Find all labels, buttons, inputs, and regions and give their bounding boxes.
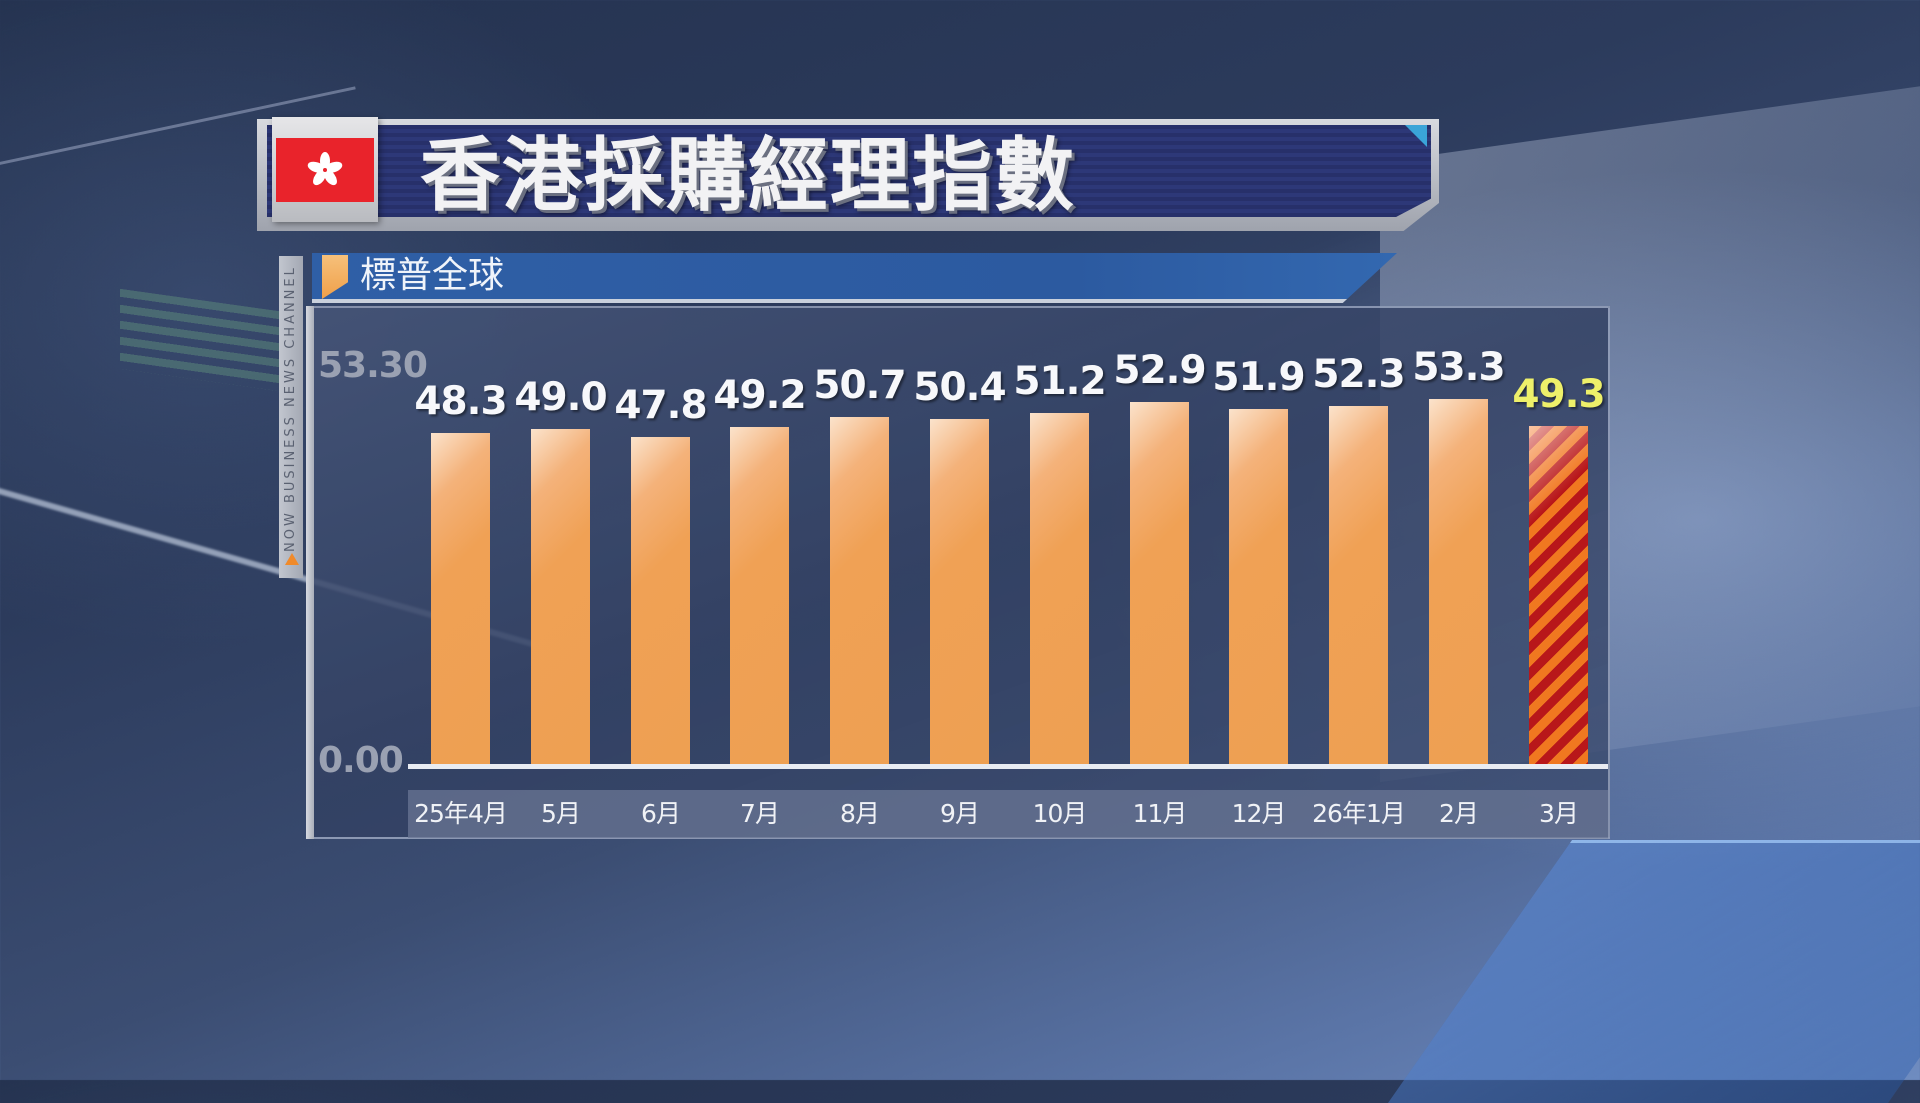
background-green-lines (120, 288, 280, 392)
hong-kong-flag-icon (276, 138, 374, 202)
channel-strip (279, 256, 303, 578)
x-axis-band (408, 790, 1608, 838)
x-tick-label: 2月 (1439, 799, 1479, 828)
bar (531, 429, 590, 765)
triangle-up-icon (285, 553, 299, 565)
bar-value-label: 49.2 (713, 373, 806, 418)
bar (1130, 402, 1189, 765)
bar (431, 433, 490, 765)
bar-value-label: 49.0 (514, 375, 607, 420)
y-tick-max: 53.30 (318, 345, 428, 386)
bar (631, 437, 690, 765)
bar (730, 427, 789, 765)
x-tick-label: 9月 (940, 799, 980, 828)
bar (1030, 413, 1089, 765)
x-tick-label: 5月 (541, 799, 581, 828)
bar-value-label: 49.3 (1512, 372, 1605, 417)
bar-value-label: 48.3 (414, 379, 507, 424)
bauhinia-icon (307, 152, 343, 186)
bar-value-label: 47.8 (614, 383, 707, 428)
y-tick-min: 0.00 (318, 740, 404, 781)
x-axis-baseline (408, 764, 1608, 769)
x-tick-label: 6月 (641, 799, 681, 828)
subtitle-bar (312, 253, 1397, 303)
x-tick-label: 25年4月 (414, 799, 508, 828)
bar-value-label: 50.4 (913, 365, 1006, 410)
x-tick-label: 11月 (1132, 799, 1188, 828)
x-tick-label: 3月 (1539, 799, 1579, 828)
bar (1429, 399, 1488, 765)
chart-panel-edge (306, 306, 314, 839)
x-tick-label: 8月 (840, 799, 880, 828)
flag-frame (272, 117, 378, 222)
bar (1329, 406, 1388, 765)
bar-value-label: 51.2 (1013, 359, 1106, 404)
bar-value-label: 50.7 (813, 363, 906, 408)
subtitle: 標普全球 (360, 255, 505, 296)
bar (930, 419, 989, 765)
x-tick-label: 26年1月 (1312, 799, 1406, 828)
bar (830, 417, 889, 765)
x-tick-label: 7月 (740, 799, 780, 828)
x-tick-label: 10月 (1032, 799, 1088, 828)
title-banner (257, 119, 1439, 231)
corner-triangle-icon (1405, 125, 1427, 147)
bar-value-label: 52.3 (1312, 352, 1405, 397)
title-banner-inner (267, 125, 1431, 217)
page-title: 香港採購經理指數 (420, 129, 1076, 222)
x-tick-label: 12月 (1231, 799, 1287, 828)
bar-value-label: 52.9 (1113, 348, 1206, 393)
background-plate (1387, 840, 1920, 1103)
bar (1229, 409, 1288, 765)
bar-value-label: 51.9 (1212, 355, 1305, 400)
bar (1529, 426, 1588, 765)
channel-name: NOW BUSINESS NEWS CHANNEL (283, 265, 298, 552)
bar-value-label: 53.3 (1412, 345, 1505, 390)
